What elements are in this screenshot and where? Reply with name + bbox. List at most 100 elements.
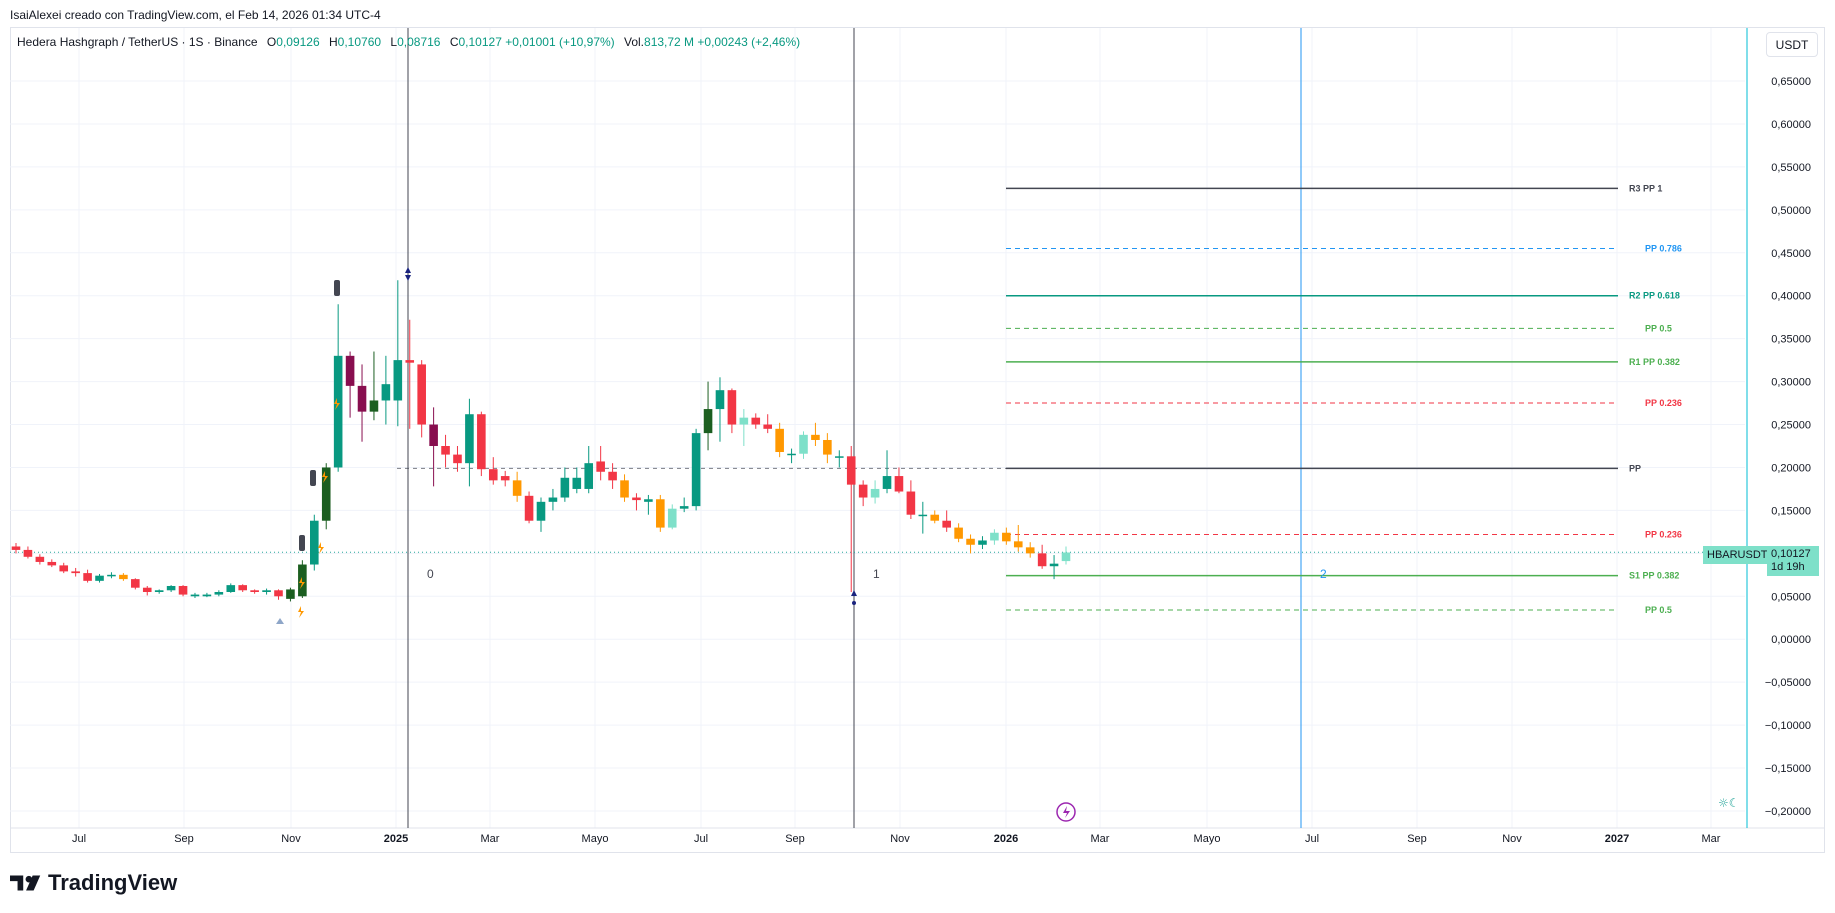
brand-text: TradingView — [48, 870, 178, 895]
x-tick-label: Mar — [481, 833, 500, 845]
candle-body — [310, 520, 319, 565]
candle — [238, 584, 247, 592]
lightning-circle-icon — [1056, 802, 1076, 822]
x-tick-label: Mayo — [1194, 833, 1221, 845]
candle — [441, 434, 450, 468]
candle-body — [35, 556, 45, 562]
candle — [620, 474, 629, 502]
candle-body — [23, 549, 33, 557]
legend-volume-value: 813,72 M — [644, 35, 695, 49]
candle-body — [441, 446, 450, 455]
candle — [1002, 527, 1011, 545]
ohlc-legend: Hedera Hashgraph / TetherUS · 1S · Binan… — [17, 35, 800, 49]
candle-body — [763, 424, 772, 429]
candle-body — [978, 540, 987, 545]
candle-body — [942, 520, 951, 528]
candle-body — [286, 589, 295, 599]
candle-body — [703, 409, 713, 434]
last-price-symbol-tag: HBARUSDT — [1703, 546, 1772, 564]
candle-body — [142, 587, 152, 592]
candle-body — [560, 477, 570, 498]
candle-body — [274, 590, 283, 597]
candle-body — [226, 585, 236, 592]
candles — [11, 280, 1071, 602]
traffic-light-icon — [299, 535, 305, 551]
grid-lines — [10, 28, 1745, 828]
candle-body — [584, 463, 594, 489]
candle-body — [488, 469, 498, 481]
candle-body — [596, 461, 605, 472]
candle-body — [11, 546, 21, 550]
y-tick-label: −0,05000 — [1765, 677, 1811, 689]
candle — [811, 422, 820, 446]
candle — [990, 529, 999, 545]
candle — [751, 413, 761, 429]
legend-open-label: O — [266, 35, 277, 49]
candle — [417, 360, 426, 438]
candle — [1061, 546, 1071, 565]
candle — [775, 422, 784, 458]
candle — [154, 589, 164, 594]
candle — [477, 411, 486, 477]
candle — [846, 446, 856, 592]
candle — [310, 514, 319, 571]
legend-low-value: 0,08716 — [397, 35, 441, 49]
chart-caption: IsaiAlexei creado con TradingView.com, e… — [10, 8, 381, 22]
candle — [823, 433, 832, 464]
candle — [978, 536, 987, 550]
candle — [691, 428, 701, 511]
traffic-light-icon — [310, 470, 316, 486]
legend-volume-label: Vol. — [624, 35, 645, 49]
y-tick-label: 0,40000 — [1771, 291, 1811, 303]
y-tick-label: 0,60000 — [1771, 119, 1811, 131]
candle-body — [739, 417, 749, 425]
candle-body — [1025, 547, 1035, 554]
pivot-level-label: PP — [1629, 463, 1641, 473]
candle-body — [679, 506, 689, 509]
candle-body — [1061, 552, 1071, 562]
candle — [512, 471, 522, 502]
x-tick-label: Mayo — [582, 833, 609, 845]
y-tick-label: 0,65000 — [1771, 76, 1811, 88]
pivot-level-label: S1 PP 0.382 — [1629, 571, 1679, 581]
x-tick-label: 2027 — [1605, 833, 1629, 845]
candle — [178, 585, 188, 597]
candle-body — [620, 480, 629, 498]
legend-symbol[interactable]: Hedera Hashgraph / TetherUS · 1S · Binan… — [17, 35, 258, 49]
lightning-signal-icon — [318, 542, 324, 554]
x-tick-label: 2026 — [994, 833, 1018, 845]
candle-body — [298, 564, 307, 597]
x-tick-label: Jul — [694, 833, 708, 845]
x-tick-label: Mar — [1702, 833, 1721, 845]
candle — [858, 480, 868, 507]
candle-body — [715, 390, 725, 410]
candle-body — [894, 476, 904, 492]
x-tick-label: Sep — [785, 833, 805, 845]
candle-body — [835, 456, 844, 458]
candle-body — [918, 514, 928, 517]
candle — [453, 446, 462, 472]
candle-body — [1002, 532, 1011, 542]
candle — [739, 409, 749, 446]
legend-open-value: 0,09126 — [276, 35, 320, 49]
currency-button[interactable]: USDT — [1766, 32, 1818, 57]
candle-body — [262, 590, 271, 592]
candle-body — [321, 467, 331, 521]
candle — [596, 446, 605, 481]
legend-change: +0,01001 (+10,97%) — [505, 35, 615, 49]
pivot-level-label: PP 0.236 — [1645, 529, 1682, 539]
candle — [644, 494, 653, 515]
tradingview-brand[interactable]: TradingView — [10, 870, 177, 896]
candle-body — [202, 594, 212, 597]
candle-body — [751, 417, 761, 425]
candle — [500, 470, 510, 487]
candle-body — [572, 477, 582, 489]
candle — [345, 351, 355, 418]
pivot-level-label: PP 0.236 — [1645, 398, 1682, 408]
candle-body — [500, 476, 510, 481]
candle-body — [214, 592, 224, 595]
candle-body — [417, 364, 426, 425]
lightning-icon — [1063, 806, 1070, 818]
last-price-tag: 0,10127 1d 19h — [1767, 546, 1819, 576]
